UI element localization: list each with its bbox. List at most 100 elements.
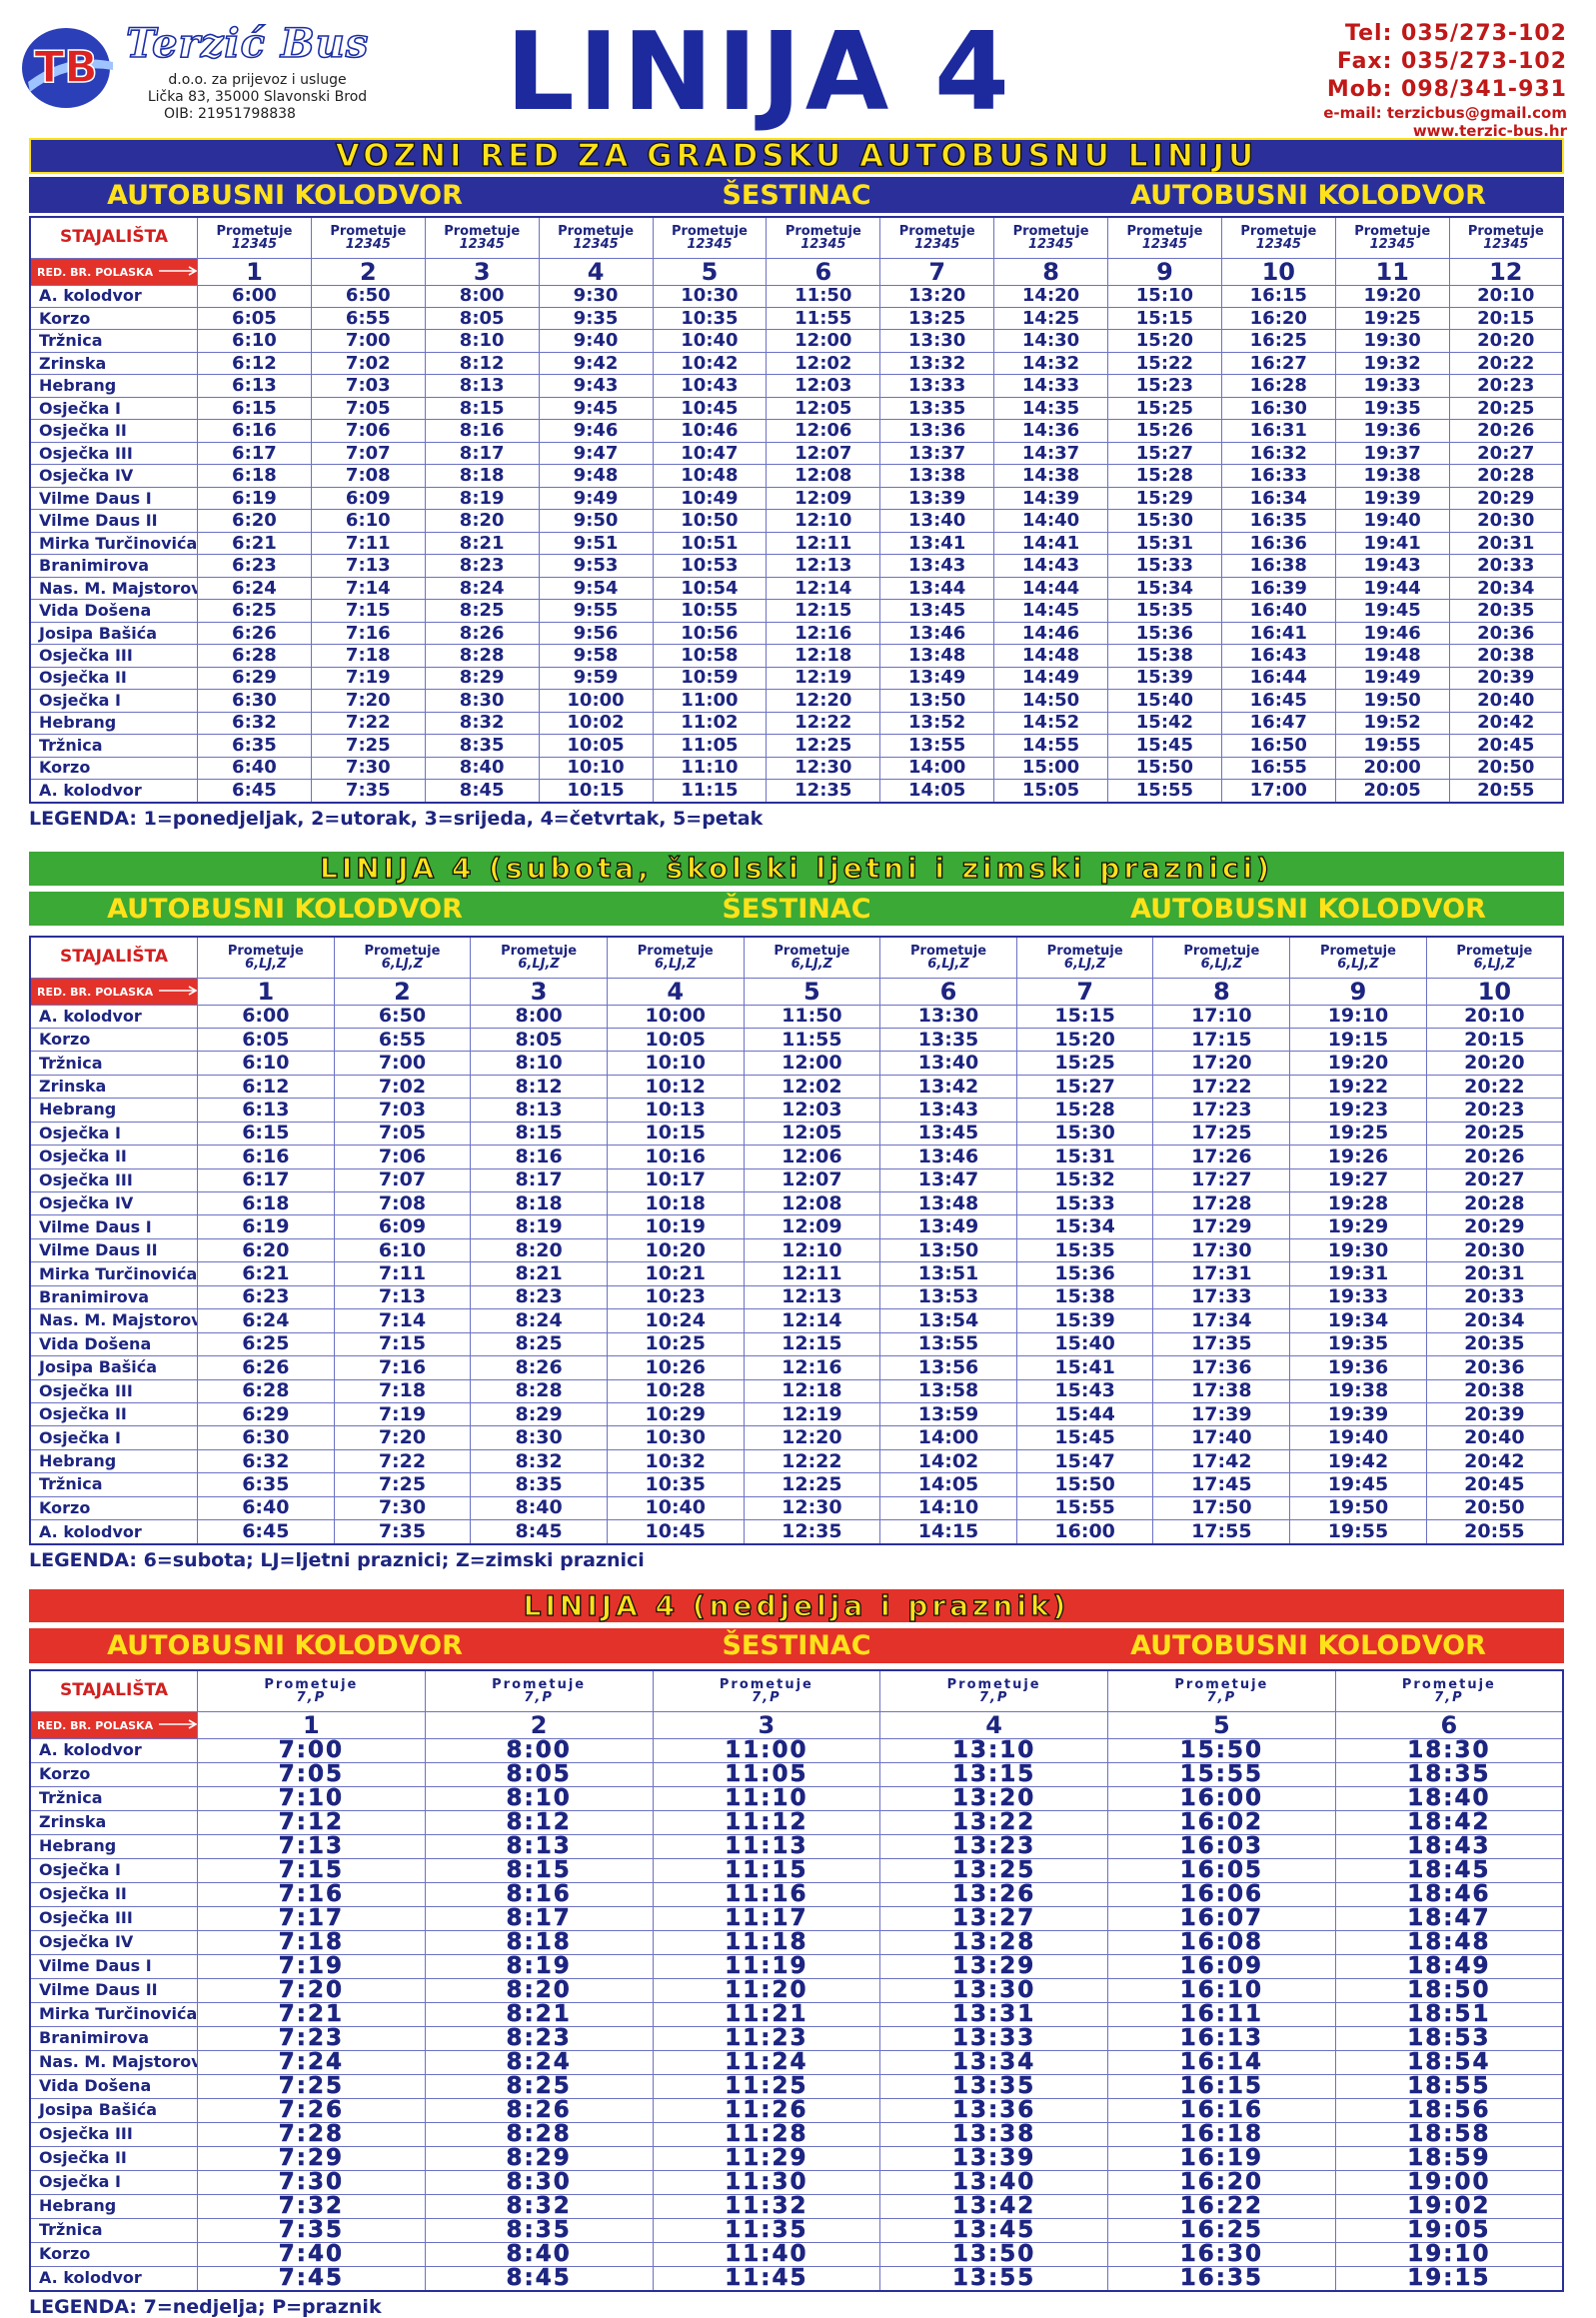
stop-name: Osječka IV <box>29 464 198 488</box>
departure-time: 13:58 <box>879 1378 1017 1403</box>
departure-time: 7:22 <box>333 1448 472 1474</box>
departure-time: 10:00 <box>538 689 654 713</box>
departure-time: 7:16 <box>333 1355 472 1380</box>
operates-header: Prometuje 7,P <box>424 1669 654 1712</box>
route-stop: AUTOBUSNI KOLODVOR <box>1130 179 1486 211</box>
departure-time: 10:45 <box>606 1519 745 1545</box>
departure-time: 13:34 <box>879 2049 1108 2075</box>
departure-time: 15:15 <box>1107 306 1222 331</box>
departure-time: 15:27 <box>1107 441 1222 466</box>
stop-row: Branimirova 6:23 7:13 8:23 10:23 12:13 13:53 15… <box>29 1284 1564 1310</box>
departure-time: 15:22 <box>1107 351 1222 376</box>
departure-time: 16:30 <box>1107 2241 1336 2267</box>
departure-time: 14:05 <box>879 779 995 804</box>
departure-time: 13:51 <box>879 1261 1017 1286</box>
departure-time: 10:23 <box>606 1284 745 1310</box>
departure-time: 11:17 <box>652 1905 881 1931</box>
departure-time: 13:38 <box>879 464 995 488</box>
departure-time: 15:55 <box>1107 1761 1336 1787</box>
departure-time: 18:48 <box>1334 1929 1564 1955</box>
operates-days: 12345 <box>1369 236 1415 252</box>
departure-time: 10:21 <box>606 1261 745 1286</box>
departure-time: 11:18 <box>652 1929 881 1955</box>
departure-time: 8:23 <box>424 554 540 578</box>
departure-time: 8:40 <box>470 1495 608 1521</box>
legend: LEGENDA: 6=subota; LJ=ljetni praznici; Z… <box>29 1549 645 1571</box>
departure-time: 10:00 <box>606 1004 745 1029</box>
departure-time: 6:45 <box>197 779 312 804</box>
departure-time: 19:55 <box>1289 1519 1427 1545</box>
contact-line: Mob: 098/341-931 <box>1326 77 1567 102</box>
departure-time: 14:40 <box>993 509 1108 533</box>
table-body: A. kolodvor 6:00 6:50 8:00 10:00 11:50 13:30 15… <box>29 1004 1564 1545</box>
operates-label: Prometuje <box>637 943 714 959</box>
departure-time: 6:19 <box>197 486 312 511</box>
stop-name: Osječka I <box>29 2169 198 2195</box>
operates-label: Prometuje <box>910 943 987 959</box>
departure-time: 8:26 <box>470 1355 608 1380</box>
departure-time: 7:21 <box>197 2001 426 2027</box>
departure-time: 18:40 <box>1334 1785 1564 1811</box>
departure-time: 13:15 <box>879 1761 1108 1787</box>
departure-time: 7:00 <box>333 1051 472 1076</box>
departure-time: 14:02 <box>879 1448 1017 1474</box>
departure-time: 8:32 <box>470 1448 608 1474</box>
departure-time: 15:44 <box>1015 1401 1154 1427</box>
company-subtitle: d.o.o. za prijevoz i usluge <box>168 72 347 88</box>
departure-time: 8:40 <box>424 2241 654 2267</box>
departure-time: 14:10 <box>879 1495 1017 1521</box>
operates-label: Prometuje <box>1174 1676 1269 1692</box>
departure-time: 14:55 <box>993 734 1108 758</box>
departure-time: 6:13 <box>197 1098 335 1123</box>
departure-time: 6:13 <box>197 374 312 398</box>
departure-time: 19:30 <box>1289 1237 1427 1263</box>
departure-time: 20:05 <box>1334 779 1450 804</box>
departure-time: 13:39 <box>879 486 995 511</box>
departure-time: 8:12 <box>424 1809 654 1835</box>
departure-time: 8:24 <box>470 1308 608 1333</box>
departure-time: 6:45 <box>197 1519 335 1545</box>
departure-time: 13:47 <box>879 1167 1017 1193</box>
departure-time: 10:47 <box>652 441 768 466</box>
departure-time: 13:40 <box>879 2169 1108 2195</box>
departure-time: 20:55 <box>1448 779 1564 804</box>
departure-time: 20:45 <box>1425 1472 1564 1497</box>
stop-name: Branimirova <box>29 2025 198 2051</box>
stop-row: Osječka II 7:29 8:29 11:29 13:39 16:19 18:59 <box>29 2145 1564 2171</box>
departure-time: 8:00 <box>424 1737 654 1763</box>
departure-time: 7:25 <box>333 1472 472 1497</box>
departure-time: 11:10 <box>652 756 768 781</box>
departure-time: 20:26 <box>1425 1145 1564 1169</box>
departure-number: 4 <box>879 1710 1108 1739</box>
departure-time: 11:30 <box>652 2169 881 2195</box>
route-bar: AUTOBUSNI KOLODVOR ŠESTINAC AUTOBUSNI KOLO… <box>29 1628 1564 1663</box>
route-stop: ŠESTINAC <box>722 1630 871 1661</box>
departure-time: 13:35 <box>879 2073 1108 2099</box>
departure-time: 8:29 <box>424 666 540 691</box>
stop-row: Osječka III 6:17 7:07 8:17 10:17 12:07 13:47 15… <box>29 1167 1564 1193</box>
stop-row: Osječka II 6:16 7:06 8:16 10:16 12:06 13:46 15:… <box>29 1145 1564 1169</box>
departure-time: 12:05 <box>743 1121 881 1147</box>
departure-time: 19:00 <box>1334 2169 1564 2195</box>
departure-header-text: RED. BR. POLASKA <box>37 265 154 279</box>
departure-number: 10 <box>1220 257 1336 286</box>
departure-time: 7:35 <box>310 779 426 804</box>
stop-name: Osječka I <box>29 396 198 421</box>
departure-time: 6:25 <box>197 599 312 623</box>
departure-time: 6:05 <box>197 1027 335 1053</box>
departure-time: 10:12 <box>606 1074 745 1100</box>
departure-time: 19:38 <box>1334 464 1450 488</box>
departure-time: 14:30 <box>993 329 1108 353</box>
departure-time: 10:46 <box>652 419 768 443</box>
contact-line: Fax: 035/273-102 <box>1336 49 1567 74</box>
departure-time: 20:28 <box>1425 1190 1564 1216</box>
departure-time: 6:30 <box>197 689 312 713</box>
departure-time: 15:36 <box>1107 621 1222 646</box>
departure-time: 15:28 <box>1107 464 1222 488</box>
departure-time: 7:45 <box>197 2265 426 2291</box>
stop-row: A. kolodvor 7:00 8:00 11:00 13:10 15:50 18:30 <box>29 1737 1564 1763</box>
departure-number: 9 <box>1289 977 1427 1006</box>
departure-time: 16:07 <box>1107 1905 1336 1931</box>
departure-time: 20:15 <box>1425 1027 1564 1053</box>
departure-time: 19:26 <box>1289 1145 1427 1169</box>
